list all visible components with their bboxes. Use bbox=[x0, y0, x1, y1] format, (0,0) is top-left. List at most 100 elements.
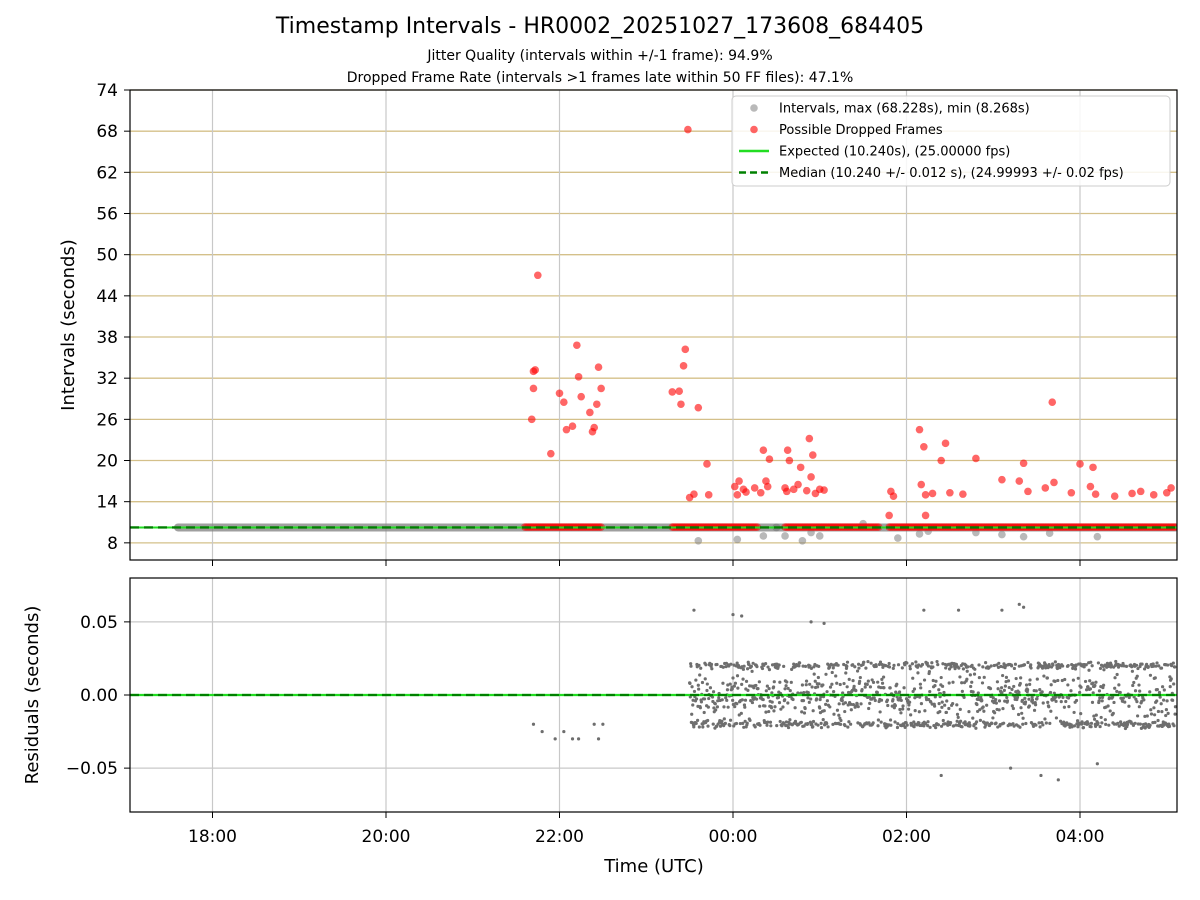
top-y-tick-label: 44 bbox=[96, 287, 118, 307]
residual-point bbox=[726, 705, 730, 709]
residual-point bbox=[694, 678, 698, 682]
dropped-frame-point bbox=[802, 486, 811, 495]
residual-point bbox=[937, 688, 941, 692]
residual-point bbox=[771, 685, 776, 689]
residual-point bbox=[838, 722, 843, 727]
residual-point bbox=[1063, 677, 1067, 682]
residual-point bbox=[1145, 714, 1149, 718]
residual-point bbox=[689, 662, 693, 666]
residual-point bbox=[902, 686, 906, 690]
residual-point bbox=[818, 706, 822, 710]
residual-point bbox=[1001, 673, 1005, 678]
dropped-frame-point bbox=[597, 384, 605, 393]
residual-point bbox=[817, 682, 821, 686]
x-tick-label: 18:00 bbox=[188, 827, 237, 847]
residual-point bbox=[939, 675, 943, 680]
residual-point bbox=[914, 660, 918, 664]
residual-point bbox=[765, 684, 769, 688]
top-y-tick-label: 50 bbox=[96, 246, 118, 266]
dropped-frame-point bbox=[1076, 460, 1084, 468]
residual-point bbox=[1113, 686, 1117, 690]
residual-point bbox=[1154, 664, 1158, 668]
residual-point bbox=[956, 715, 960, 719]
residual-point bbox=[758, 723, 762, 727]
residual-point bbox=[851, 702, 856, 707]
residual-point bbox=[1166, 663, 1170, 667]
residual-point bbox=[806, 691, 810, 695]
residual-point bbox=[816, 675, 820, 680]
bottom-y-tick-label: 0.00 bbox=[80, 686, 118, 706]
residual-point bbox=[967, 710, 971, 714]
residual-point bbox=[913, 709, 917, 713]
dropped-frame-point bbox=[959, 490, 967, 498]
residual-point bbox=[963, 720, 967, 724]
dropped-frame-point bbox=[1015, 477, 1024, 485]
residual-point bbox=[734, 721, 739, 726]
residual-point bbox=[788, 689, 792, 693]
residual-point bbox=[846, 703, 850, 707]
residual-point bbox=[1084, 663, 1088, 667]
residual-point bbox=[699, 700, 704, 704]
dropped-frame-point bbox=[1089, 463, 1097, 472]
residual-point bbox=[786, 725, 791, 730]
residual-point bbox=[570, 737, 575, 741]
residual-point bbox=[1130, 664, 1134, 668]
residual-point bbox=[742, 725, 746, 729]
residual-point bbox=[717, 696, 721, 700]
residual-point bbox=[706, 724, 710, 728]
residual-point bbox=[870, 678, 874, 682]
residual-point bbox=[893, 704, 897, 708]
residual-point bbox=[1123, 700, 1127, 704]
residual-point bbox=[1010, 664, 1014, 668]
residual-point bbox=[905, 661, 909, 665]
residual-point bbox=[819, 721, 823, 725]
residual-point bbox=[864, 666, 868, 670]
dropped-frame-point bbox=[594, 363, 603, 371]
residual-point bbox=[1092, 714, 1096, 718]
residual-point bbox=[705, 688, 709, 693]
residual-point bbox=[965, 677, 969, 681]
residual-point bbox=[982, 709, 986, 713]
bottom-y-axis-label: Residuals (seconds) bbox=[22, 606, 43, 785]
residual-point bbox=[1162, 698, 1166, 702]
residual-point bbox=[1100, 721, 1104, 725]
residual-point bbox=[770, 700, 774, 704]
residual-point bbox=[1155, 687, 1159, 692]
residual-point bbox=[971, 690, 975, 694]
dropped-frame-point bbox=[1050, 478, 1058, 487]
residual-point bbox=[1004, 679, 1008, 684]
residual-point bbox=[1117, 683, 1121, 687]
residual-point bbox=[849, 708, 853, 712]
residual-point bbox=[1127, 695, 1131, 700]
dropped-frame-point bbox=[937, 456, 945, 465]
dropped-frame-point bbox=[547, 449, 555, 458]
residual-point bbox=[1133, 721, 1137, 725]
residual-point bbox=[803, 706, 807, 711]
residual-point bbox=[935, 659, 939, 664]
residual-point bbox=[722, 705, 726, 709]
residual-point bbox=[735, 674, 740, 678]
dropped-frame-point bbox=[577, 392, 585, 401]
residual-point bbox=[772, 709, 776, 713]
residual-point bbox=[954, 662, 959, 667]
residual-point bbox=[875, 690, 879, 695]
residual-point bbox=[1021, 722, 1025, 726]
residual-point bbox=[1012, 666, 1017, 671]
residual-point bbox=[857, 666, 861, 670]
residual-point bbox=[1030, 698, 1035, 702]
residual-point bbox=[1077, 721, 1081, 725]
residual-point bbox=[724, 665, 728, 669]
residual-point bbox=[922, 608, 926, 612]
residual-point bbox=[977, 663, 981, 667]
residual-point bbox=[1121, 661, 1125, 666]
residual-point bbox=[855, 702, 859, 706]
residual-point bbox=[731, 676, 735, 680]
residual-point bbox=[783, 687, 787, 691]
residual-point bbox=[765, 723, 769, 727]
interval-point bbox=[894, 534, 902, 542]
dropped-frame-point bbox=[917, 480, 926, 489]
residual-point bbox=[1136, 666, 1140, 671]
residual-point bbox=[984, 661, 988, 665]
residual-point bbox=[1167, 724, 1172, 728]
residual-point bbox=[916, 671, 920, 675]
